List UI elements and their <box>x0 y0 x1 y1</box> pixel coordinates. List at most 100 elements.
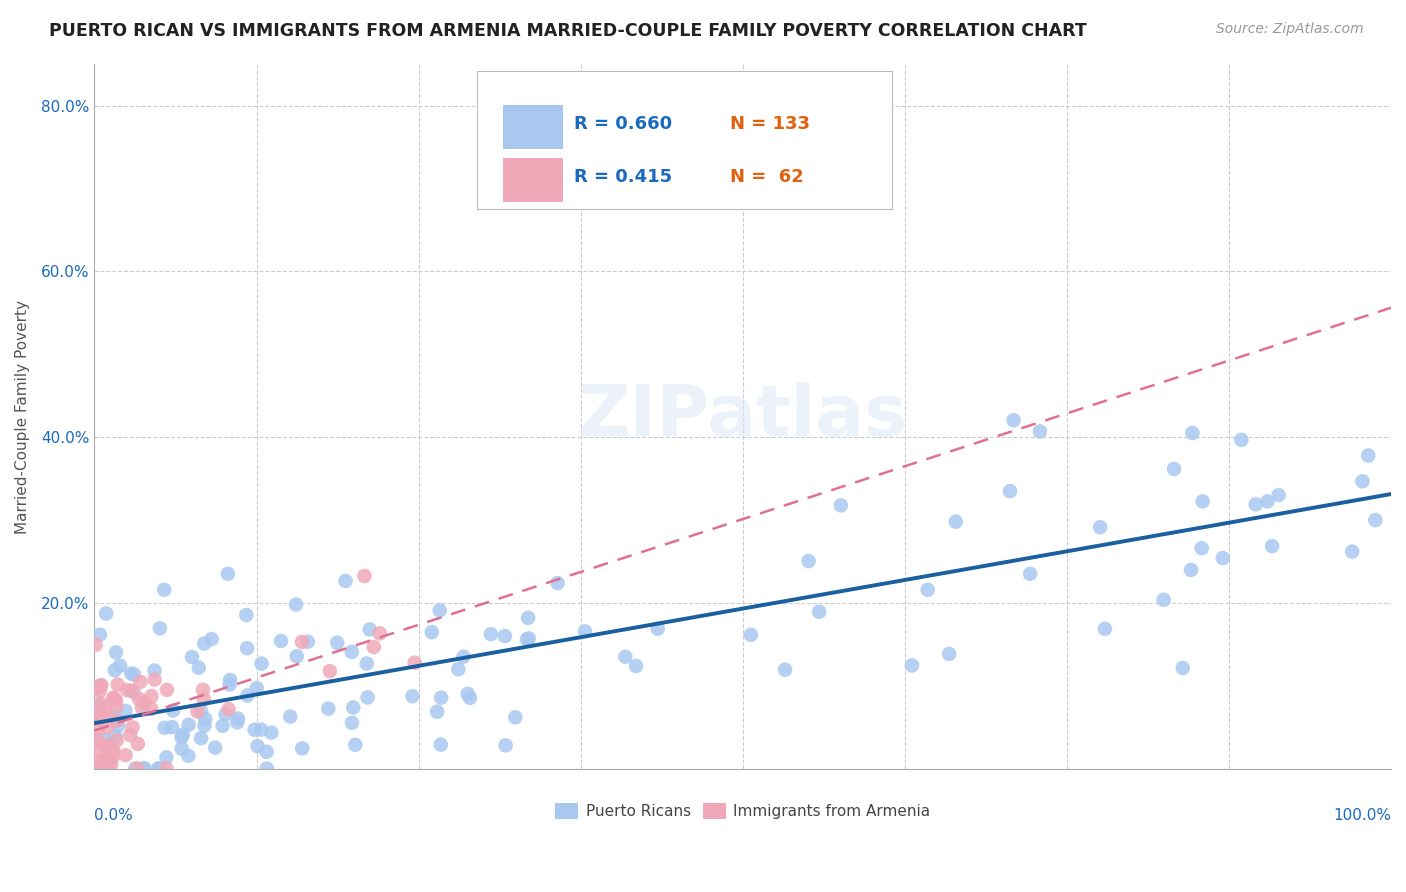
Point <box>90 678 112 692</box>
Point <box>340 645 363 659</box>
Point <box>1029 425 1052 439</box>
Point <box>404 656 426 670</box>
Point <box>218 702 240 716</box>
Point <box>342 700 364 714</box>
Point <box>90 678 112 692</box>
Legend: Puerto Ricans, Immigrants from Armenia: Puerto Ricans, Immigrants from Armenia <box>548 797 936 825</box>
Point <box>129 675 152 690</box>
Point <box>226 712 249 726</box>
Point <box>101 750 124 764</box>
Point <box>429 603 451 617</box>
Point <box>1153 592 1175 607</box>
Point <box>420 625 443 640</box>
Point <box>429 738 451 752</box>
Point <box>127 762 149 776</box>
Point <box>170 741 193 756</box>
Point <box>122 667 145 681</box>
Point <box>103 690 125 705</box>
Point <box>808 605 831 619</box>
Point <box>193 719 215 733</box>
FancyBboxPatch shape <box>503 158 562 202</box>
Text: 0.0%: 0.0% <box>94 808 134 823</box>
Point <box>246 739 269 754</box>
Point <box>260 725 283 739</box>
Point <box>84 681 107 696</box>
Point <box>318 701 340 715</box>
Point <box>155 762 177 776</box>
Point <box>356 657 378 671</box>
Point <box>574 624 596 639</box>
Point <box>91 762 114 776</box>
Point <box>363 640 385 654</box>
Text: PUERTO RICAN VS IMMIGRANTS FROM ARMENIA MARRIED-COUPLE FAMILY POVERTY CORRELATIO: PUERTO RICAN VS IMMIGRANTS FROM ARMENIA … <box>49 22 1087 40</box>
Point <box>91 704 114 718</box>
Point <box>447 662 470 676</box>
Y-axis label: Married-Couple Family Poverty: Married-Couple Family Poverty <box>15 300 30 533</box>
Point <box>90 758 112 772</box>
Text: R = 0.660: R = 0.660 <box>574 115 672 133</box>
Point <box>155 750 177 764</box>
Point <box>131 700 153 714</box>
Point <box>172 728 194 742</box>
Point <box>453 649 475 664</box>
Point <box>226 715 249 730</box>
Point <box>132 696 155 710</box>
Point <box>105 714 128 728</box>
Point <box>105 733 128 747</box>
Point <box>108 658 131 673</box>
Point <box>1191 494 1213 508</box>
Point <box>458 690 481 705</box>
Point <box>122 685 145 699</box>
Point <box>100 737 122 751</box>
Point <box>201 632 224 646</box>
Point <box>153 582 176 597</box>
Point <box>89 742 111 756</box>
Point <box>87 712 110 726</box>
Point <box>917 582 939 597</box>
Point <box>87 757 110 772</box>
Point <box>1351 475 1374 489</box>
Point <box>94 607 117 621</box>
Text: R = 0.415: R = 0.415 <box>574 168 672 186</box>
Point <box>1341 544 1364 558</box>
Point <box>285 598 308 612</box>
Point <box>1191 541 1213 556</box>
Point <box>250 657 273 671</box>
Point <box>89 683 111 698</box>
Point <box>104 663 127 677</box>
Point <box>90 755 112 769</box>
Point <box>100 757 122 772</box>
Point <box>219 673 242 687</box>
Point <box>84 712 107 726</box>
Point <box>103 691 125 706</box>
Point <box>94 701 117 715</box>
Point <box>105 645 128 659</box>
Point <box>938 647 960 661</box>
Point <box>1230 433 1253 447</box>
Text: 100.0%: 100.0% <box>1333 808 1391 823</box>
Point <box>124 762 146 776</box>
Point <box>193 692 215 706</box>
Point <box>547 576 569 591</box>
Point <box>86 736 108 750</box>
Point <box>1002 413 1025 427</box>
Point <box>90 696 112 710</box>
Point <box>107 719 129 733</box>
Point <box>91 737 114 751</box>
Point <box>211 719 233 733</box>
Point <box>1212 551 1234 566</box>
Point <box>127 737 149 751</box>
Point <box>177 748 200 763</box>
Point <box>181 650 204 665</box>
Point <box>156 682 179 697</box>
Point <box>104 729 127 743</box>
Point <box>86 754 108 768</box>
Point <box>291 741 314 756</box>
Point <box>194 712 217 726</box>
Point <box>647 622 669 636</box>
Point <box>1244 497 1267 511</box>
Point <box>494 629 516 643</box>
Point <box>87 723 110 737</box>
Point <box>186 705 208 719</box>
Point <box>105 698 128 713</box>
